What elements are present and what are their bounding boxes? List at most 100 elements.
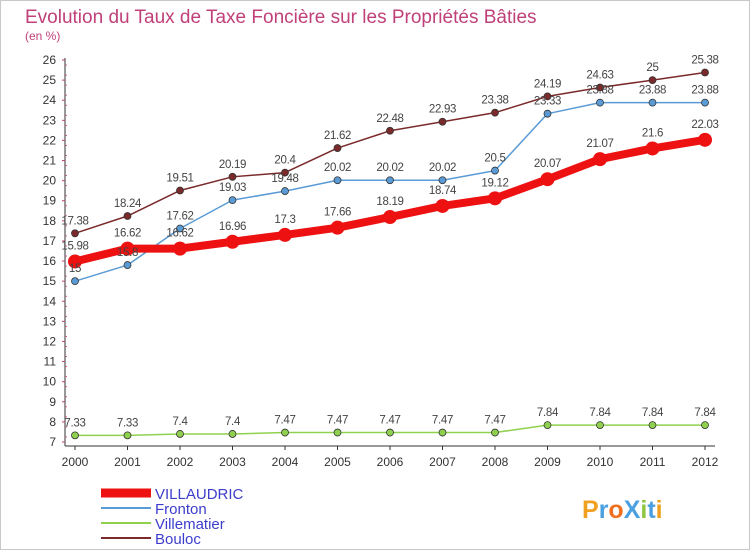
data-label-villematier: 7.33 — [64, 417, 85, 429]
data-label-bouloc: 17.38 — [61, 215, 88, 227]
point-bouloc — [701, 68, 709, 77]
data-label-bouloc: 25 — [646, 62, 658, 74]
y-tick-label: 26 — [43, 53, 57, 67]
data-label-villaudric: 15.98 — [61, 240, 88, 252]
data-label-villematier: 7.47 — [432, 415, 453, 427]
data-label-fronton: 23.88 — [639, 85, 666, 97]
y-tick-label: 12 — [43, 334, 57, 348]
data-label-villaudric: 17.3 — [274, 214, 295, 226]
y-tick-label: 19 — [43, 194, 57, 208]
point-villaudric — [540, 172, 555, 187]
y-tick-label: 23 — [43, 113, 57, 127]
point-villaudric — [435, 198, 450, 213]
data-label-villaudric: 16.96 — [219, 221, 246, 233]
y-tick-label: 25 — [43, 73, 57, 87]
data-label-fronton: 20.02 — [324, 162, 351, 174]
data-label-fronton: 15.8 — [117, 247, 138, 259]
data-label-villematier: 7.47 — [484, 415, 505, 427]
data-label-bouloc: 22.48 — [376, 113, 403, 125]
point-fronton — [333, 176, 342, 185]
proxiti-logo: ProXiti — [582, 496, 663, 524]
legend-label-villematier: Villematier — [155, 516, 225, 533]
y-tick-label: 18 — [43, 214, 57, 228]
x-tick-label: 2011 — [640, 455, 666, 469]
point-villaudric — [383, 210, 397, 225]
y-tick-label: 17 — [43, 234, 57, 248]
x-tick-label: 2001 — [114, 455, 141, 469]
y-tick-label: 15 — [43, 274, 57, 288]
data-label-villematier: 7.4 — [172, 416, 188, 428]
point-fronton — [386, 176, 394, 185]
data-label-villematier: 7.4 — [225, 416, 241, 428]
point-fronton — [543, 109, 552, 118]
data-label-bouloc: 18.24 — [114, 198, 142, 210]
point-villematier — [123, 431, 132, 440]
point-fronton — [701, 98, 709, 107]
point-villematier — [491, 428, 499, 437]
data-label-villematier: 7.47 — [327, 415, 348, 427]
point-villematier — [648, 421, 657, 430]
data-label-bouloc: 20.4 — [274, 155, 296, 167]
data-label-villaudric: 21.6 — [642, 127, 663, 139]
y-tick-label: 24 — [43, 93, 57, 107]
point-villematier — [438, 428, 447, 437]
y-tick-label: 9 — [49, 395, 56, 409]
point-villaudric — [330, 220, 345, 235]
x-tick-label: 2012 — [692, 455, 719, 469]
point-villematier — [596, 421, 604, 430]
data-label-villaudric: 21.07 — [586, 138, 613, 150]
point-fronton — [176, 224, 184, 233]
x-tick-label: 2006 — [377, 455, 404, 469]
legend-label-bouloc: Bouloc — [155, 531, 201, 548]
data-label-fronton: 17.62 — [166, 210, 193, 222]
x-tick-label: 2010 — [587, 455, 614, 469]
point-villaudric — [173, 241, 187, 256]
data-label-bouloc: 24.63 — [586, 70, 613, 82]
data-label-fronton: 19.03 — [219, 182, 246, 194]
data-label-fronton: 20.02 — [429, 162, 456, 174]
x-tick-label: 2002 — [167, 455, 194, 469]
point-fronton — [71, 277, 79, 286]
point-villematier — [386, 428, 394, 437]
point-bouloc — [543, 92, 552, 101]
chart-title: Evolution du Taux de Taxe Foncière sur l… — [25, 7, 537, 28]
data-label-bouloc: 19.51 — [166, 172, 193, 184]
logo-text: ProXiti — [582, 496, 663, 524]
data-label-bouloc: 21.62 — [324, 130, 351, 142]
data-label-fronton: 23.33 — [534, 96, 561, 108]
data-label-villaudric: 18.74 — [429, 185, 457, 197]
data-label-bouloc: 24.19 — [534, 78, 561, 90]
data-label-fronton: 23.88 — [691, 85, 718, 97]
point-villematier — [333, 428, 342, 437]
data-label-villematier: 7.33 — [117, 417, 138, 429]
data-label-villaudric: 16.62 — [114, 228, 141, 240]
point-villaudric — [593, 152, 607, 167]
point-villematier — [281, 428, 289, 437]
point-bouloc — [596, 83, 604, 92]
point-fronton — [123, 261, 132, 269]
point-villematier — [543, 421, 552, 430]
point-fronton — [438, 176, 447, 185]
point-bouloc — [228, 172, 237, 181]
y-tick-label: 8 — [49, 415, 56, 429]
y-tick-label: 14 — [43, 294, 57, 308]
point-villematier — [176, 430, 184, 438]
point-bouloc — [176, 186, 184, 195]
data-label-villaudric: 16.62 — [166, 228, 193, 240]
point-villematier — [701, 421, 709, 430]
point-bouloc — [438, 117, 447, 126]
y-tick-label: 21 — [43, 154, 57, 168]
data-label-villaudric: 18.19 — [376, 196, 403, 208]
y-tick-label: 20 — [43, 174, 57, 188]
data-label-fronton: 15 — [69, 263, 81, 275]
point-villaudric — [120, 241, 135, 256]
point-bouloc — [648, 76, 657, 85]
legend-label-villaudric: VILLAUDRIC — [155, 486, 244, 503]
y-tick-label: 11 — [44, 355, 57, 369]
point-bouloc — [71, 229, 79, 238]
point-villaudric — [645, 141, 660, 156]
data-label-villaudric: 19.12 — [481, 177, 508, 189]
chart-subtitle: (en %) — [25, 29, 60, 43]
point-villaudric — [68, 254, 82, 269]
